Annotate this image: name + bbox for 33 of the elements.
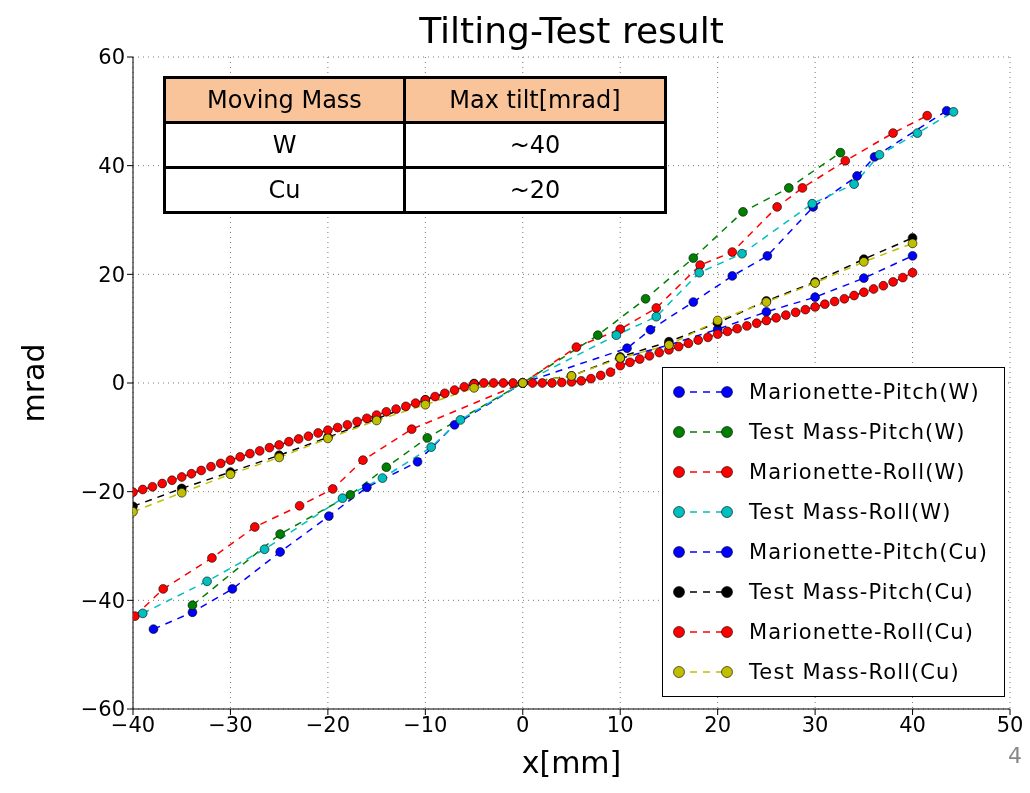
y-tick-label: −40 (80, 588, 125, 613)
annotation: ~40 (406, 124, 664, 169)
y-tick-label: −20 (80, 480, 125, 505)
x-tick-label: −30 (208, 712, 253, 737)
y-tick-label: 20 (98, 262, 125, 287)
annotation: Max tilt[mrad] (406, 79, 664, 124)
legend-label: Marionette-Pitch(Cu) (749, 540, 988, 564)
x-axis-title: x[mm] (521, 745, 622, 780)
legend-label: Test Mass-Roll(W) (749, 500, 952, 524)
y-axis-title: mrad (15, 343, 51, 423)
legend-label: Marionette-Pitch(W) (749, 380, 980, 404)
legend-label: Test Mass-Pitch(W) (749, 420, 966, 444)
annotation: Cu (166, 169, 406, 211)
x-tick-label: 0 (516, 712, 530, 737)
y-tick-label: 0 (111, 371, 125, 396)
text: 4 (1008, 743, 1022, 768)
legend-label: Marionette-Roll(Cu) (749, 620, 974, 644)
x-tick-label: 50 (996, 712, 1024, 737)
x-tick-label: 40 (899, 712, 926, 737)
x-tick-label: 10 (606, 712, 634, 737)
annotation: ~20 (406, 169, 664, 211)
x-tick-label: −10 (403, 712, 448, 737)
x-tick-label: 30 (801, 712, 829, 737)
y-tick-label: 40 (98, 154, 125, 179)
annotation: W (166, 124, 406, 169)
x-tick-label: 20 (704, 712, 732, 737)
chart-title: Tilting-Test result (418, 10, 725, 51)
annotation: Moving Mass (166, 79, 406, 124)
x-tick-label: −20 (305, 712, 351, 737)
legend-label: Test Mass-Roll(Cu) (749, 660, 960, 684)
legend-label: Marionette-Roll(W) (749, 460, 966, 484)
legend-label: Test Mass-Pitch(Cu) (749, 580, 974, 604)
y-tick-label: 60 (98, 45, 125, 70)
